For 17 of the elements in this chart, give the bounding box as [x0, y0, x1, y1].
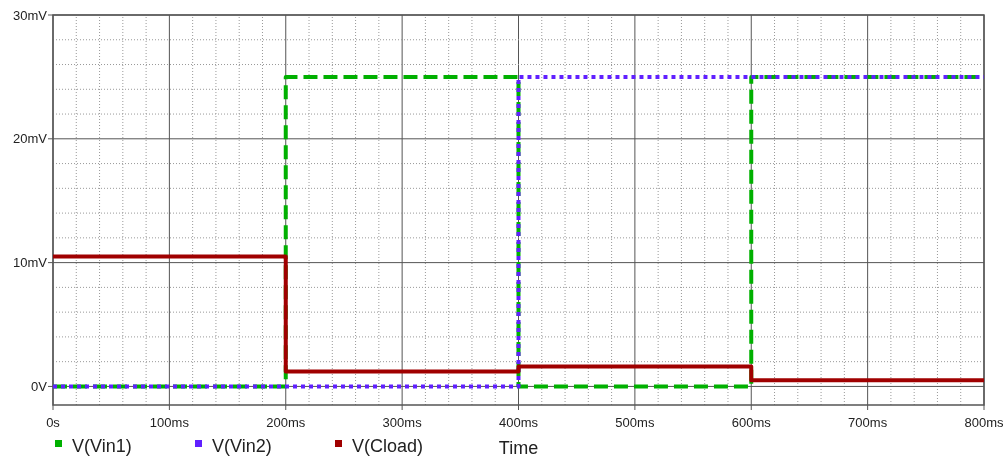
y-tick-label: 20mV: [13, 131, 48, 147]
x-tick-label: 100ms: [149, 415, 190, 430]
x-tick-label: 400ms: [498, 415, 539, 430]
x-tick-label: 800ms: [964, 415, 1004, 430]
legend-label: V(Vin1): [72, 436, 132, 456]
y-tick-label: 0V: [31, 378, 48, 394]
y-tick-label: 10mV: [13, 255, 48, 271]
x-tick-label: 0s: [46, 415, 61, 430]
y-tick-label: 30mV: [13, 7, 48, 23]
x-axis-title: Time: [498, 438, 539, 458]
legend-label: V(Vin2): [212, 436, 272, 456]
legend-label: V(Cload): [352, 436, 424, 456]
x-tick-label: 700ms: [848, 415, 888, 430]
x-tick-label: 500ms: [615, 415, 655, 430]
x-tick-label: 200ms: [266, 415, 306, 430]
x-tick-label: 300ms: [382, 415, 423, 430]
x-tick-label: 600ms: [731, 415, 772, 430]
